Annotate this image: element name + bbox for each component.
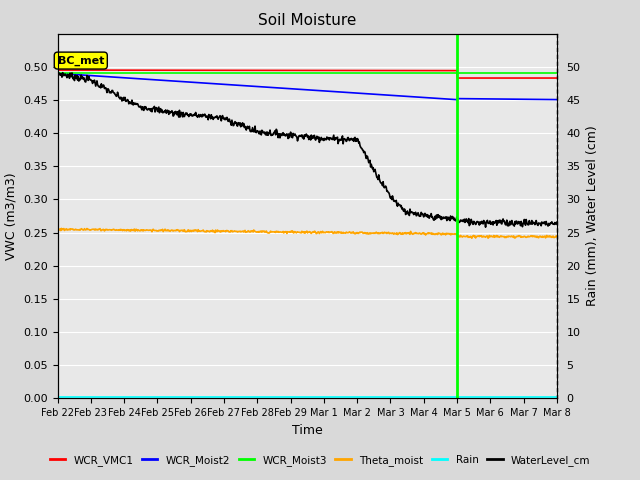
WCR_Moist3 — [372, 71, 380, 76]
Rain — [372, 394, 380, 400]
WCR_Moist3 — [484, 71, 492, 76]
WCR_Moist2 — [433, 96, 440, 101]
WCR_Moist2 — [356, 90, 364, 96]
WaterLevel_cm — [553, 219, 561, 225]
WCR_Moist2 — [84, 72, 92, 78]
Rain — [356, 394, 364, 400]
WCR_VMC1 — [84, 67, 92, 73]
WaterLevel_cm — [372, 169, 380, 175]
WCR_Moist3 — [433, 71, 440, 76]
WCR_Moist3 — [344, 71, 351, 76]
Theta_moist — [357, 229, 365, 235]
WCR_Moist3 — [356, 71, 364, 76]
WaterLevel_cm — [356, 144, 364, 150]
Theta_moist — [372, 229, 380, 235]
Title: Soil Moisture: Soil Moisture — [258, 13, 356, 28]
Theta_moist — [433, 231, 441, 237]
Rain — [344, 394, 351, 400]
WCR_Moist3 — [553, 71, 561, 76]
X-axis label: Time: Time — [292, 424, 323, 437]
Y-axis label: VWC (m3/m3): VWC (m3/m3) — [4, 172, 17, 260]
WCR_Moist2 — [484, 96, 492, 102]
WCR_Moist2 — [453, 97, 461, 103]
Line: WCR_Moist2: WCR_Moist2 — [58, 73, 557, 100]
WCR_VMC1 — [454, 75, 461, 81]
WaterLevel_cm — [54, 68, 61, 73]
Theta_moist — [85, 227, 93, 232]
Y-axis label: Rain (mm), Water Level (cm): Rain (mm), Water Level (cm) — [586, 126, 599, 306]
WCR_Moist3 — [54, 71, 61, 76]
WaterLevel_cm — [433, 213, 440, 218]
WCR_VMC1 — [344, 68, 351, 73]
Rain — [84, 394, 92, 400]
WCR_Moist2 — [372, 91, 380, 97]
WCR_VMC1 — [372, 68, 380, 73]
Legend: WCR_VMC1, WCR_Moist2, WCR_Moist3, Theta_moist, Rain, WaterLevel_cm: WCR_VMC1, WCR_Moist2, WCR_Moist3, Theta_… — [45, 451, 595, 470]
Rain — [484, 394, 492, 400]
WCR_VMC1 — [54, 67, 61, 73]
WaterLevel_cm — [484, 220, 492, 226]
Text: BC_met: BC_met — [58, 56, 104, 66]
Theta_moist — [344, 230, 352, 236]
Rain — [433, 394, 440, 400]
WCR_Moist2 — [54, 71, 61, 76]
WCR_Moist3 — [84, 71, 92, 76]
Line: WCR_VMC1: WCR_VMC1 — [58, 70, 557, 78]
WCR_VMC1 — [553, 75, 561, 81]
Theta_moist — [485, 235, 493, 240]
Theta_moist — [58, 226, 65, 231]
Theta_moist — [468, 235, 476, 241]
WCR_Moist2 — [344, 90, 351, 96]
WCR_VMC1 — [484, 75, 492, 81]
Rain — [553, 394, 561, 400]
Theta_moist — [54, 226, 61, 231]
WaterLevel_cm — [84, 77, 92, 83]
Line: Theta_moist: Theta_moist — [58, 228, 557, 238]
Line: WaterLevel_cm: WaterLevel_cm — [58, 71, 557, 227]
Rain — [54, 394, 61, 400]
Theta_moist — [553, 234, 561, 240]
WaterLevel_cm — [344, 135, 351, 141]
WCR_VMC1 — [433, 68, 440, 73]
WCR_VMC1 — [356, 68, 364, 73]
WCR_Moist2 — [553, 96, 561, 102]
WaterLevel_cm — [482, 224, 490, 230]
